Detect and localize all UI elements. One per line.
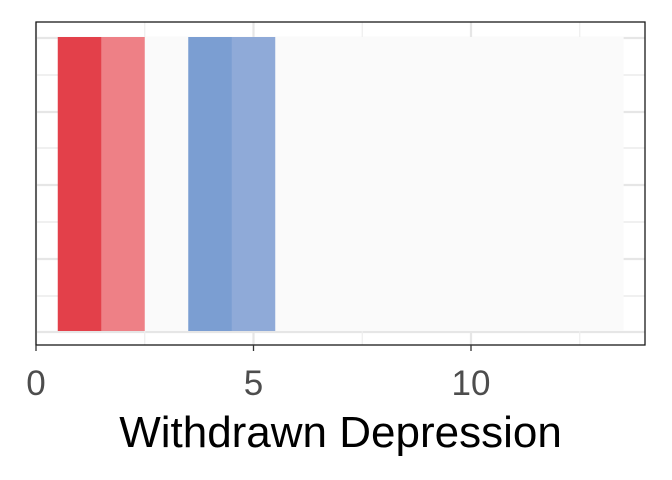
bar-13 — [579, 37, 624, 331]
bar-1 — [57, 37, 102, 331]
bar-9 — [405, 37, 450, 331]
bar-8 — [362, 37, 407, 331]
x-tick-label: 0 — [26, 364, 45, 403]
bar-4 — [188, 37, 233, 331]
ticks-layer: 0 5 10 — [26, 345, 490, 403]
bar-2 — [101, 37, 146, 331]
bar-12 — [536, 37, 581, 331]
x-axis-title: Withdrawn Depression — [119, 408, 562, 457]
bar-10 — [449, 37, 494, 331]
bar-6 — [275, 37, 320, 331]
bar-11 — [492, 37, 537, 331]
x-tick-label: 10 — [452, 364, 491, 403]
panel-border — [35, 21, 646, 346]
bars-layer — [57, 37, 624, 331]
bar-7 — [318, 37, 363, 331]
bar-3 — [144, 37, 189, 331]
bar-5 — [231, 37, 276, 331]
x-tick-label: 5 — [244, 364, 263, 403]
